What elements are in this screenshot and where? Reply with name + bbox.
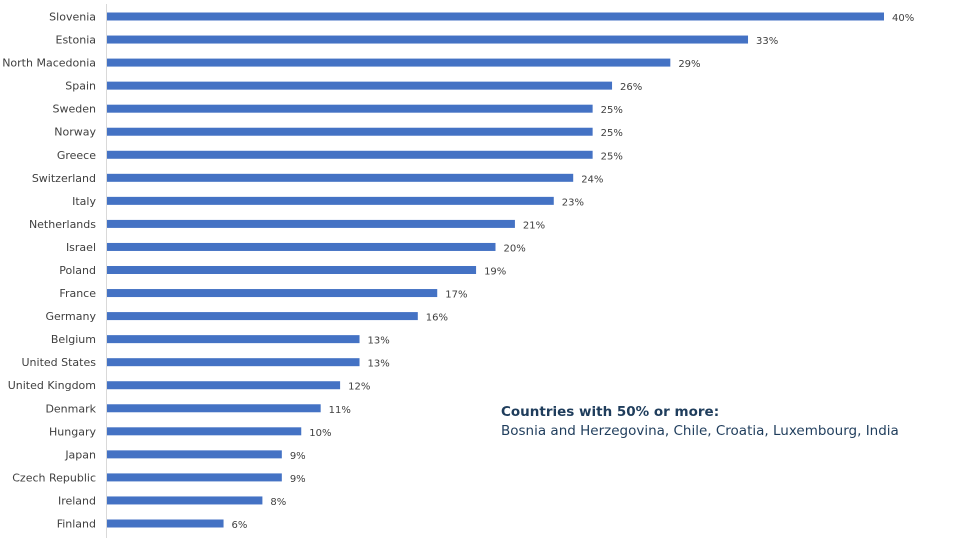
- bar: [107, 335, 360, 344]
- data-label: 33%: [756, 36, 778, 47]
- category-label: Spain: [65, 80, 96, 93]
- bar: [107, 404, 321, 413]
- category-label: Hungary: [49, 425, 96, 438]
- category-label: Switzerland: [32, 172, 96, 185]
- category-label: Belgium: [51, 333, 96, 346]
- data-label: 21%: [523, 220, 545, 231]
- category-label: Israel: [66, 241, 96, 254]
- data-label: 24%: [581, 174, 603, 185]
- category-label: Finland: [57, 518, 96, 531]
- bar: [107, 312, 418, 321]
- bar: [107, 358, 360, 367]
- data-label: 20%: [504, 243, 526, 254]
- data-label: 9%: [290, 474, 306, 485]
- category-label: Sweden: [53, 103, 96, 116]
- data-label: 11%: [329, 405, 351, 416]
- data-label: 8%: [270, 497, 286, 508]
- bar: [107, 427, 302, 436]
- data-label: 6%: [232, 520, 248, 531]
- category-label: United States: [22, 356, 97, 369]
- data-label: 12%: [348, 382, 370, 393]
- category-label: Japan: [64, 448, 96, 461]
- bar: [107, 450, 282, 459]
- category-label: Germany: [45, 310, 96, 323]
- bar: [107, 242, 496, 251]
- annotation: Countries with 50% or more: Bosnia and H…: [501, 403, 899, 441]
- category-label: Denmark: [45, 402, 96, 415]
- bar: [107, 196, 554, 205]
- annotation-title: Countries with 50% or more:: [501, 404, 720, 420]
- data-label: 17%: [445, 290, 467, 301]
- data-label: 19%: [484, 267, 506, 278]
- data-label: 13%: [368, 359, 390, 370]
- data-label: 23%: [562, 197, 584, 208]
- bar: [107, 127, 593, 136]
- data-label: 25%: [601, 151, 623, 162]
- category-label: Netherlands: [29, 218, 96, 231]
- category-label: United Kingdom: [8, 379, 96, 392]
- category-label: Norway: [54, 126, 96, 139]
- bar: [107, 81, 613, 90]
- bar: [107, 289, 438, 298]
- data-label: 25%: [601, 105, 623, 116]
- bar: [107, 35, 749, 44]
- data-label: 13%: [368, 336, 390, 347]
- category-label: Poland: [59, 264, 96, 277]
- bar: [107, 219, 515, 228]
- category-label: France: [59, 287, 96, 300]
- bar: [107, 173, 574, 182]
- category-label: Estonia: [56, 34, 97, 47]
- bar: [107, 381, 341, 390]
- data-label: 29%: [678, 59, 700, 70]
- bar: [107, 150, 593, 159]
- category-label: Greece: [57, 149, 96, 162]
- category-label: Ireland: [58, 494, 96, 507]
- category-label: Czech Republic: [12, 471, 96, 484]
- category-label: Italy: [72, 195, 96, 208]
- data-label: 26%: [620, 82, 642, 93]
- bar: [107, 473, 282, 482]
- category-label: Slovenia: [49, 11, 96, 24]
- category-label: North Macedonia: [2, 57, 96, 70]
- bar: [107, 519, 224, 528]
- bar: [107, 58, 671, 67]
- bar: [107, 266, 477, 274]
- bar: [107, 12, 884, 21]
- data-label: 25%: [601, 128, 623, 139]
- data-label: 40%: [892, 13, 914, 24]
- bar: [107, 104, 593, 113]
- data-label: 10%: [309, 428, 331, 439]
- annotation-text: Bosnia and Herzegovina, Chile, Croatia, …: [501, 423, 899, 439]
- data-label: 16%: [426, 313, 448, 324]
- data-label: 9%: [290, 451, 306, 462]
- bar: [107, 496, 263, 505]
